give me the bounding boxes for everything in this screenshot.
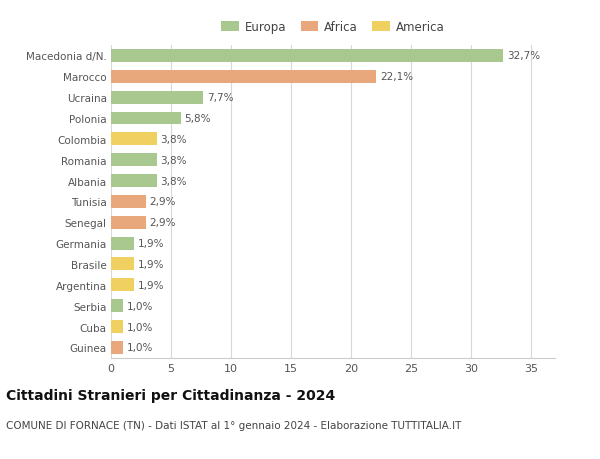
- Text: 3,8%: 3,8%: [160, 155, 187, 165]
- Bar: [111, 258, 134, 271]
- Text: 2,9%: 2,9%: [149, 218, 176, 228]
- Bar: [111, 341, 123, 354]
- Text: 32,7%: 32,7%: [507, 51, 540, 62]
- Bar: [111, 112, 181, 125]
- Text: 1,0%: 1,0%: [127, 301, 153, 311]
- Text: 3,8%: 3,8%: [160, 134, 187, 145]
- Text: 1,9%: 1,9%: [137, 259, 164, 269]
- Bar: [111, 50, 503, 63]
- Text: 5,8%: 5,8%: [184, 114, 211, 124]
- Bar: [111, 300, 123, 313]
- Bar: [111, 71, 376, 84]
- Text: 22,1%: 22,1%: [380, 72, 413, 82]
- Text: 1,9%: 1,9%: [137, 239, 164, 249]
- Text: 3,8%: 3,8%: [160, 176, 187, 186]
- Bar: [111, 320, 123, 333]
- Text: Cittadini Stranieri per Cittadinanza - 2024: Cittadini Stranieri per Cittadinanza - 2…: [6, 388, 335, 402]
- Text: 1,0%: 1,0%: [127, 342, 153, 353]
- Legend: Europa, Africa, America: Europa, Africa, America: [221, 21, 445, 34]
- Bar: [111, 175, 157, 188]
- Text: 2,9%: 2,9%: [149, 197, 176, 207]
- Bar: [111, 196, 146, 208]
- Bar: [111, 91, 203, 104]
- Text: 1,0%: 1,0%: [127, 322, 153, 332]
- Text: COMUNE DI FORNACE (TN) - Dati ISTAT al 1° gennaio 2024 - Elaborazione TUTTITALIA: COMUNE DI FORNACE (TN) - Dati ISTAT al 1…: [6, 420, 461, 430]
- Bar: [111, 154, 157, 167]
- Bar: [111, 237, 134, 250]
- Text: 7,7%: 7,7%: [207, 93, 233, 103]
- Bar: [111, 133, 157, 146]
- Bar: [111, 279, 134, 291]
- Bar: [111, 216, 146, 229]
- Text: 1,9%: 1,9%: [137, 280, 164, 290]
